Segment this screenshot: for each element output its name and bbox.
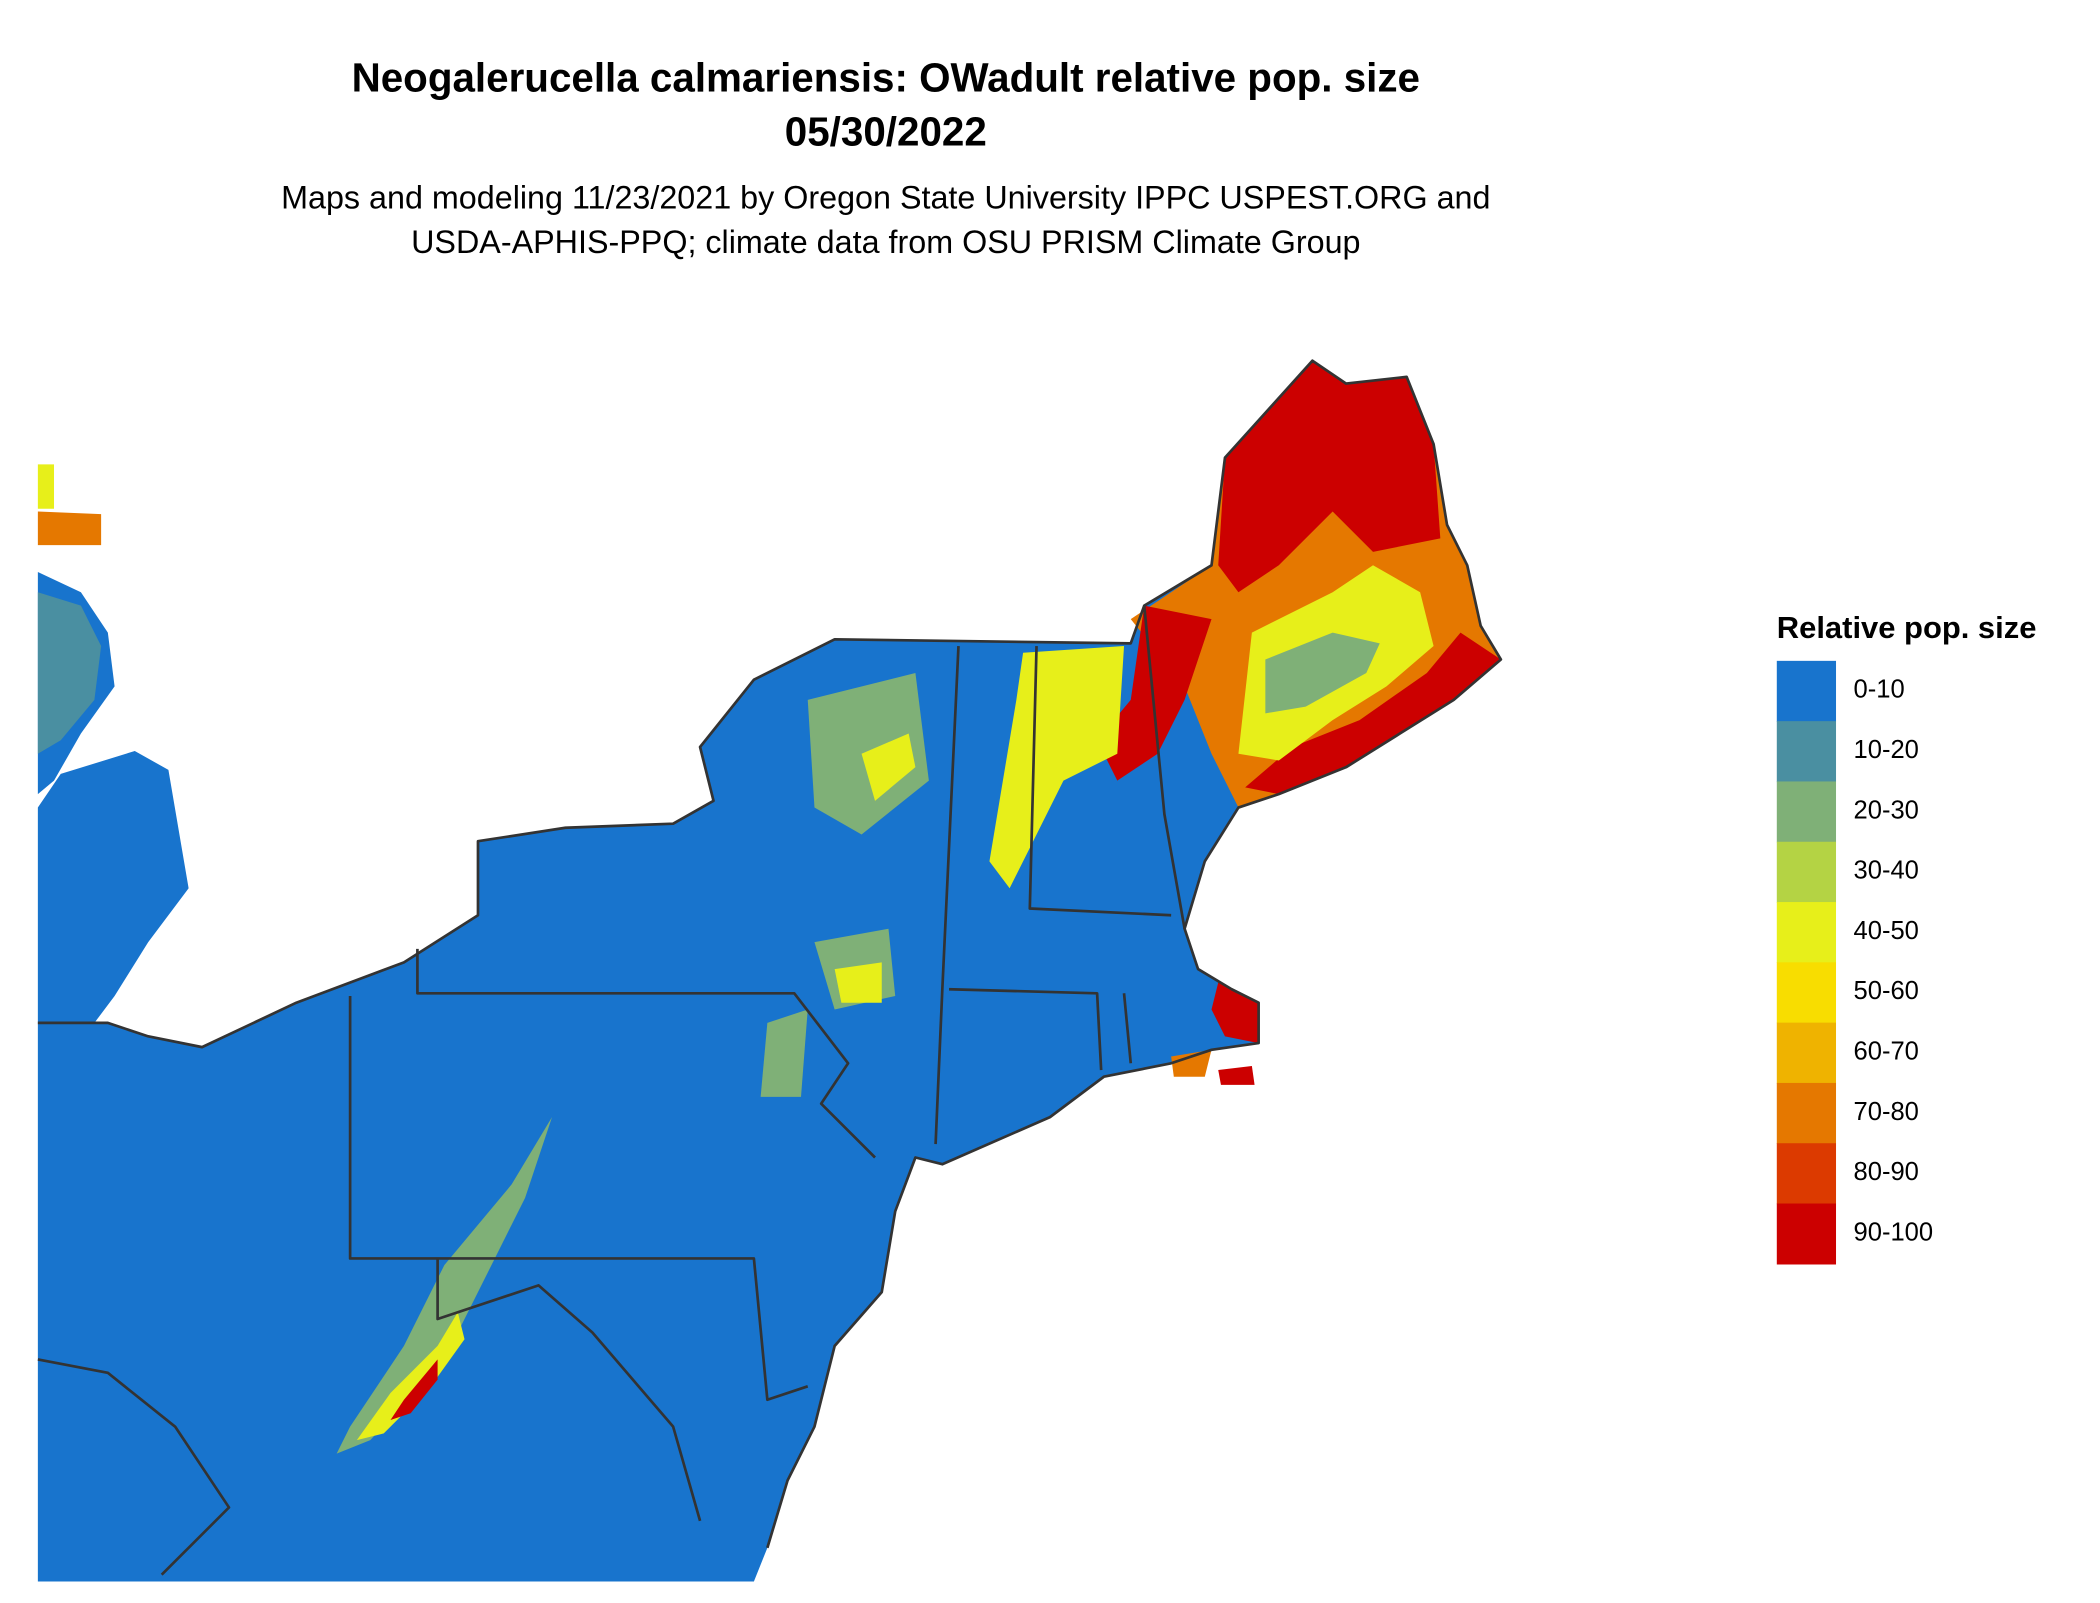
zone-green (336, 1117, 553, 1454)
title: Neogalerucella calmariensis: OWadult rel… (352, 55, 1420, 101)
legend-swatch (1776, 962, 1837, 1024)
legend-title: Relative pop. size (1777, 610, 2037, 645)
legend-label: 90-100 (1854, 1218, 1934, 1246)
zone-green (1265, 632, 1380, 714)
zone-red (390, 1359, 438, 1420)
legend-label: 50-60 (1854, 977, 1919, 1005)
zone-green (760, 1009, 808, 1097)
zone-red (1245, 632, 1501, 795)
legend-label: 40-50 (1854, 917, 1919, 945)
legend-label: 0-10 (1854, 676, 1905, 704)
legend-swatch (1776, 1082, 1837, 1144)
legend-swatch (1776, 841, 1837, 903)
land (37, 751, 189, 1023)
legend-label: 30-40 (1854, 857, 1919, 885)
legend-label: 10-20 (1854, 736, 1919, 764)
legend: 0-10 10-20 20-30 30-40 40-50 50-60 60-70 70-80 8… (1776, 660, 1934, 1265)
legend-label: 70-80 (1854, 1098, 1919, 1126)
state-border (37, 605, 1186, 1576)
zone-red (1097, 605, 1212, 781)
legend-label: 80-90 (1854, 1158, 1919, 1186)
legend-swatch (1776, 660, 1837, 722)
legend-swatch (1776, 1022, 1837, 1084)
legend-swatch (1776, 1203, 1837, 1265)
zone-orange (1171, 1049, 1212, 1077)
land (37, 360, 1501, 1582)
legend-label: 20-30 (1854, 796, 1919, 824)
zone-yellow (834, 962, 882, 1003)
zone-red (1218, 360, 1441, 593)
map (37, 359, 1503, 1582)
land (37, 511, 102, 546)
legend-label: 60-70 (1854, 1038, 1919, 1066)
legend-swatch (1776, 781, 1837, 843)
legend-swatch (1776, 1143, 1837, 1205)
legend-swatch (1776, 721, 1837, 783)
legend-swatch (1776, 902, 1837, 964)
date: 05/30/2022 (785, 108, 987, 154)
zone-yellow (989, 646, 1125, 889)
state-border (37, 359, 1503, 1549)
zone-yellow (356, 1312, 465, 1441)
subtitle-line: USDA-APHIS-PPQ; climate data from OSU PR… (411, 224, 1360, 260)
land (37, 464, 55, 509)
zone-yellow (861, 733, 916, 801)
land (37, 592, 102, 754)
subtitle-line: Maps and modeling 11/23/2021 by Oregon S… (281, 180, 1490, 216)
zone-red (1218, 1065, 1255, 1085)
